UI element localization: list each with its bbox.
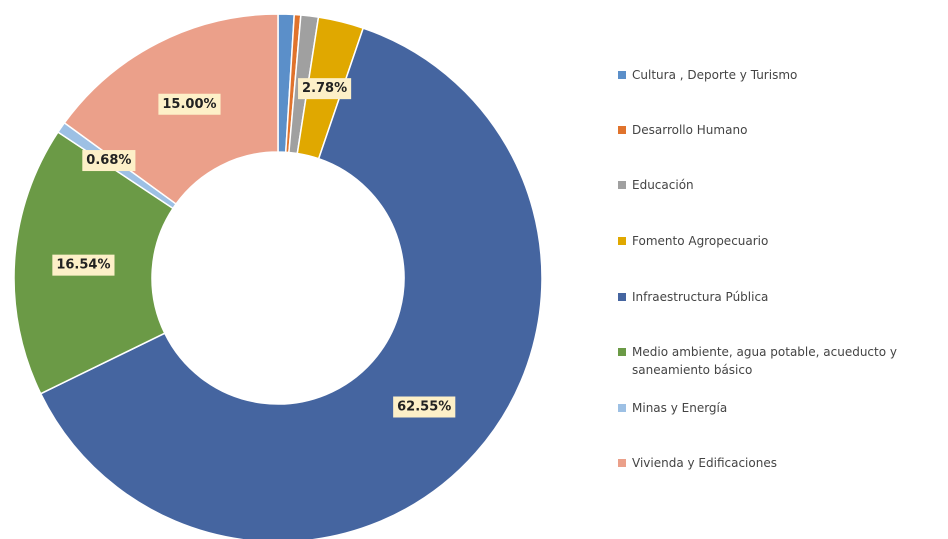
label-box: [158, 93, 221, 115]
label-box: [82, 150, 136, 172]
legend-item: Vivienda y Edificaciones: [618, 454, 943, 472]
data-label: 0.68%: [82, 150, 136, 172]
legend-item: Medio ambiente, agua potable, acueducto …: [618, 343, 943, 379]
legend-item: Cultura , Deporte y Turismo: [618, 66, 943, 84]
data-label: 2.78%: [298, 78, 352, 100]
legend-swatch: [618, 237, 626, 245]
label-box: [298, 78, 352, 100]
data-label-text: 0.68%: [86, 153, 131, 168]
legend-swatch: [618, 181, 626, 189]
legend-swatch: [618, 71, 626, 79]
legend-label: Minas y Energía: [632, 401, 728, 415]
legend-item: Desarrollo Humano: [618, 121, 943, 139]
data-label: 16.54%: [52, 254, 115, 276]
legend-label: Vivienda y Edificaciones: [632, 456, 777, 470]
legend-label: Cultura , Deporte y Turismo: [632, 68, 798, 82]
legend-label: Medio ambiente, agua potable, acueducto …: [632, 345, 897, 377]
legend-label: Infraestructura Pública: [632, 290, 769, 304]
legend-label: Desarrollo Humano: [632, 123, 748, 137]
legend-item: Educación: [618, 176, 943, 194]
label-box: [393, 396, 456, 418]
legend-swatch: [618, 126, 626, 134]
legend-label: Fomento Agropecuario: [632, 234, 769, 248]
legend-swatch: [618, 404, 626, 412]
data-label: 62.55%: [393, 396, 456, 418]
data-label-text: 62.55%: [397, 400, 451, 415]
data-label-text: 2.78%: [302, 81, 347, 96]
legend-swatch: [618, 348, 626, 356]
legend-swatch: [618, 459, 626, 467]
legend-item: Infraestructura Pública: [618, 288, 943, 306]
label-box: [52, 254, 115, 276]
legend-item: Fomento Agropecuario: [618, 232, 943, 250]
data-label-text: 15.00%: [162, 97, 216, 112]
legend-swatch: [618, 293, 626, 301]
data-label-text: 16.54%: [56, 258, 110, 273]
legend-item: Minas y Energía: [618, 399, 943, 417]
legend-label: Educación: [632, 178, 694, 192]
data-label: 15.00%: [158, 93, 221, 115]
